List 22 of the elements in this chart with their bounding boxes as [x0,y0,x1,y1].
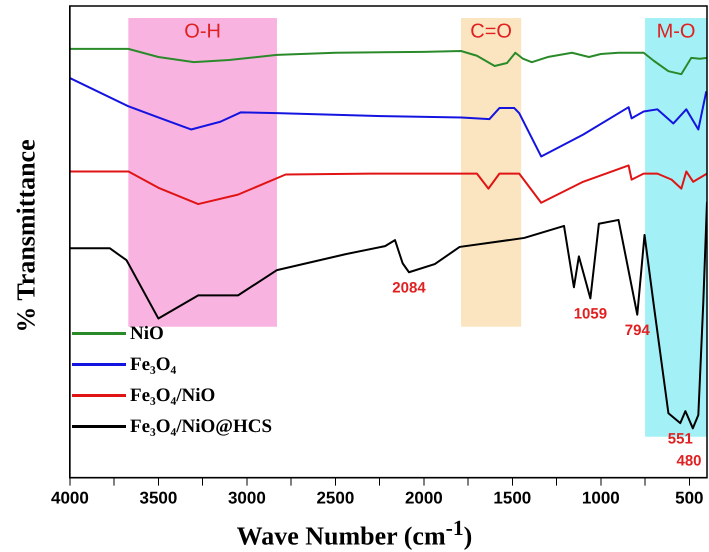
x-tick-label: 2000 [404,488,443,508]
x-tick-label: 1500 [493,488,532,508]
annotation: 794 [624,322,650,339]
x-axis-title: Wave Number (cm$^{-1}$) [236,516,474,552]
annotation: 2084 [392,279,426,296]
annotation: 551 [668,430,693,448]
legend-label: NiO [130,322,164,344]
x-tick-label: 2500 [316,488,354,508]
y-axis-title: % Transmittance [12,139,42,333]
x-tick-label: 500 [675,488,704,508]
band-label: C=O [470,20,512,43]
x-tick-label: 3500 [139,488,178,508]
annotation: 480 [676,452,702,470]
band-label: M-O [656,20,696,43]
band-label: O-H [184,20,221,43]
legend-label: Fe₃O₄ [130,354,176,376]
legend-label: Fe₃O₄/NiO [130,384,216,406]
x-tick-label: 3000 [228,488,266,508]
x-tick-label: 1000 [582,488,620,508]
legend-label: Fe₃O₄/NiO@HCS [130,416,272,438]
x-tick-label: 4000 [50,488,89,508]
annotation: 1059 [574,306,608,323]
